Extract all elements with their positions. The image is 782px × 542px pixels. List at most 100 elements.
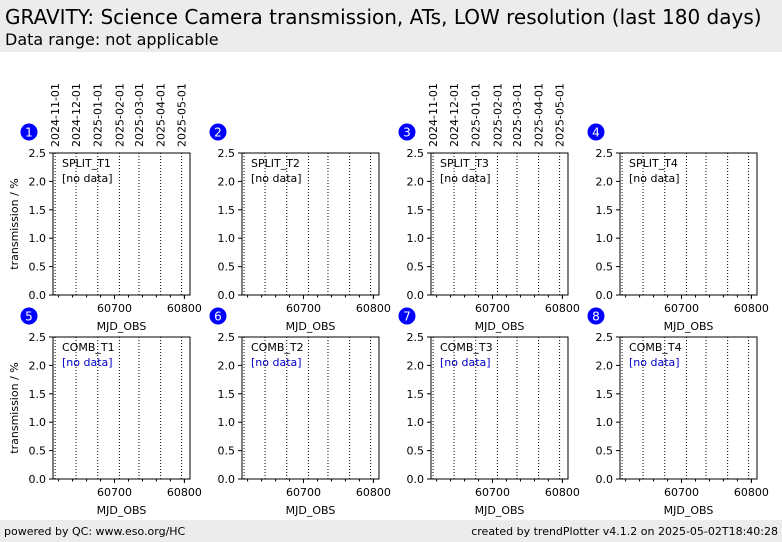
panel-number: 1 — [25, 126, 33, 140]
y-tick-label: 1.0 — [407, 416, 425, 429]
date-label: 2024-12-01 — [70, 83, 83, 147]
x-axis-label: MJD_OBS — [475, 504, 525, 517]
panel-frame — [241, 152, 380, 296]
panel-label: SPLIT_T2 — [251, 157, 300, 170]
no-data-label: [no data] — [251, 356, 302, 369]
x-axis-label: MJD_OBS — [475, 320, 525, 333]
x-axis-label: MJD_OBS — [97, 504, 147, 517]
y-tick-label: 0.0 — [218, 289, 236, 302]
x-tick-label: 60700 — [664, 302, 699, 315]
date-label: 2024-11-01 — [427, 83, 440, 147]
date-label: 2025-02-01 — [491, 83, 504, 147]
panel-number: 7 — [403, 310, 411, 324]
no-data-label: [no data] — [629, 172, 680, 185]
y-tick-label: 1.5 — [29, 388, 47, 401]
y-tick-label: 1.5 — [218, 204, 236, 217]
y-tick-label: 2.0 — [29, 175, 47, 188]
page-title: GRAVITY: Science Camera transmission, AT… — [5, 5, 762, 29]
no-data-label: [no data] — [629, 356, 680, 369]
x-axis-label: MJD_OBS — [664, 320, 714, 333]
panel-number: 8 — [592, 310, 600, 324]
x-tick-label: 60700 — [97, 486, 132, 499]
date-label: 2025-01-01 — [470, 83, 483, 147]
panel-number-badge — [398, 307, 416, 325]
date-label: 2025-02-01 — [113, 83, 126, 147]
y-tick-label: 2.5 — [218, 331, 236, 344]
y-tick-label: 2.0 — [596, 175, 614, 188]
y-tick-label: 1.0 — [29, 232, 47, 245]
y-tick-label: 2.0 — [218, 359, 236, 372]
x-axis-label: MJD_OBS — [286, 504, 336, 517]
y-tick-label: 1.0 — [218, 232, 236, 245]
no-data-label: [no data] — [440, 356, 491, 369]
y-tick-label: 2.0 — [596, 359, 614, 372]
panel-number-badge — [209, 307, 227, 325]
date-label: 2025-01-01 — [92, 83, 105, 147]
x-axis-label: MJD_OBS — [97, 320, 147, 333]
y-axis-label: transmission / % — [8, 362, 21, 453]
footer-generator: created by trendPlotter v4.1.2 on 2025-0… — [471, 525, 778, 538]
x-tick-label: 60800 — [734, 486, 769, 499]
x-axis-label: MJD_OBS — [286, 320, 336, 333]
y-tick-label: 2.5 — [29, 147, 47, 160]
panel-frame — [619, 336, 758, 480]
x-tick-label: 60800 — [545, 486, 580, 499]
x-tick-label: 60700 — [97, 302, 132, 315]
no-data-label: [no data] — [62, 172, 113, 185]
y-tick-label: 1.0 — [29, 416, 47, 429]
y-tick-label: 1.5 — [218, 388, 236, 401]
date-label: 2025-04-01 — [533, 83, 546, 147]
page-subtitle: Data range: not applicable — [5, 30, 219, 49]
y-tick-label: 2.0 — [218, 175, 236, 188]
panel-label: COMB_T2 — [251, 341, 304, 354]
x-tick-label: 60700 — [475, 302, 510, 315]
panel-frame — [430, 336, 569, 480]
y-tick-label: 2.5 — [29, 331, 47, 344]
y-axis-label: transmission / % — [8, 178, 21, 269]
x-tick-label: 60800 — [734, 302, 769, 315]
x-tick-label: 60800 — [167, 302, 202, 315]
header-bar: GRAVITY: Science Camera transmission, AT… — [0, 0, 782, 52]
x-tick-label: 60800 — [356, 302, 391, 315]
x-tick-label: 60800 — [356, 486, 391, 499]
panel-number-badge — [20, 307, 38, 325]
y-tick-label: 0.5 — [218, 445, 236, 458]
y-tick-label: 1.0 — [218, 416, 236, 429]
y-tick-label: 0.0 — [407, 289, 425, 302]
date-label: 2024-12-01 — [448, 83, 461, 147]
date-label: 2025-04-01 — [155, 83, 168, 147]
y-tick-label: 2.5 — [596, 331, 614, 344]
date-label: 2025-03-01 — [511, 83, 524, 147]
panel-number: 6 — [214, 310, 222, 324]
y-tick-label: 0.5 — [596, 445, 614, 458]
y-tick-label: 1.5 — [407, 204, 425, 217]
x-tick-label: 60800 — [545, 302, 580, 315]
panel-label: COMB_T1 — [62, 341, 115, 354]
panel-label: COMB_T4 — [629, 341, 682, 354]
panel-number-badge — [398, 123, 416, 141]
y-tick-label: 0.5 — [407, 261, 425, 274]
y-tick-label: 0.5 — [29, 261, 47, 274]
panel-number: 2 — [214, 126, 222, 140]
panel-number-badge — [587, 307, 605, 325]
date-label: 2025-05-01 — [176, 83, 189, 147]
y-tick-label: 2.5 — [407, 147, 425, 160]
panel-label: COMB_T3 — [440, 341, 493, 354]
x-tick-label: 60800 — [167, 486, 202, 499]
panel-frame — [430, 152, 569, 296]
panel-number-badge — [587, 123, 605, 141]
y-tick-label: 0.0 — [596, 473, 614, 486]
date-label: 2025-05-01 — [554, 83, 567, 147]
date-label: 2025-03-01 — [133, 83, 146, 147]
panel-number: 3 — [403, 126, 411, 140]
y-tick-label: 1.0 — [596, 416, 614, 429]
y-tick-label: 2.5 — [407, 331, 425, 344]
no-data-label: [no data] — [62, 356, 113, 369]
y-tick-label: 2.5 — [218, 147, 236, 160]
y-tick-label: 0.5 — [596, 261, 614, 274]
panel-number: 4 — [592, 126, 600, 140]
y-tick-label: 1.5 — [596, 204, 614, 217]
x-tick-label: 60700 — [475, 486, 510, 499]
panel-frame — [241, 336, 380, 480]
y-tick-label: 2.0 — [29, 359, 47, 372]
